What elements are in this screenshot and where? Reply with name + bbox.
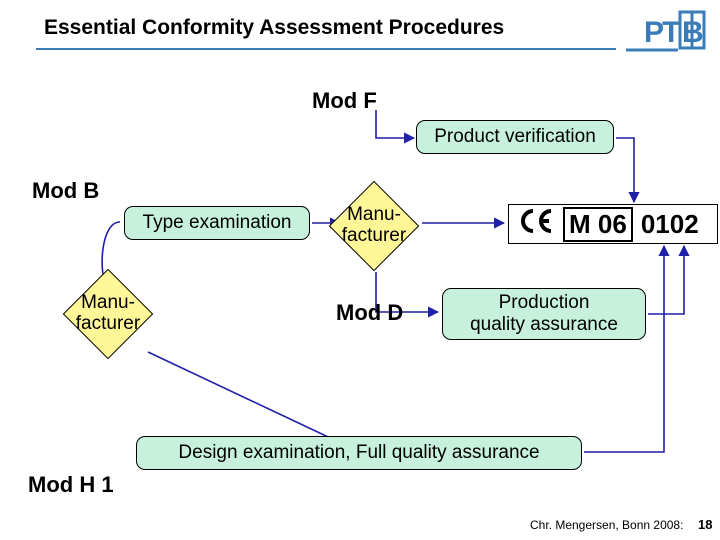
page-number: 18 — [698, 517, 712, 532]
svg-text:P: P — [644, 16, 664, 49]
box-design-exam: Design examination, Full quality assuran… — [136, 436, 582, 470]
ce-suffix: 0102 — [641, 209, 699, 240]
label-mod-b: Mod B — [32, 178, 99, 204]
diamond-manufacturer-left-text: Manu- facturer — [76, 293, 140, 335]
svg-text:T: T — [662, 16, 680, 49]
box-product-verification: Product verification — [416, 120, 614, 154]
ce-marking: M 06 0102 — [508, 204, 718, 244]
box-type-examination: Type examination — [124, 206, 310, 240]
diamond-manufacturer-top-text: Manu- facturer — [342, 205, 406, 247]
label-mod-h1: Mod H 1 — [28, 472, 114, 498]
diamond-manufacturer-left: Manu- facturer — [62, 268, 154, 360]
page-title: Essential Conformity Assessment Procedur… — [44, 16, 504, 40]
slide-root: Essential Conformity Assessment Procedur… — [0, 0, 720, 540]
ce-mark-icon — [517, 207, 555, 242]
box-product-verification-text: Product verification — [434, 126, 596, 148]
diamond-manufacturer-top: Manu- facturer — [328, 180, 420, 272]
box-type-examination-text: Type examination — [143, 212, 292, 234]
ce-m06: M 06 — [563, 207, 633, 242]
label-mod-d: Mod D — [336, 300, 403, 326]
label-mod-f: Mod F — [312, 88, 377, 114]
box-production-qa-text: Production quality assurance — [470, 292, 618, 336]
ptb-logo: P T B — [626, 8, 708, 52]
footer-text: Chr. Mengersen, Bonn 2008: — [530, 518, 683, 532]
title-rule — [36, 48, 616, 50]
svg-text:B: B — [682, 16, 704, 49]
box-design-exam-text: Design examination, Full quality assuran… — [178, 442, 539, 464]
box-production-qa: Production quality assurance — [442, 288, 646, 340]
